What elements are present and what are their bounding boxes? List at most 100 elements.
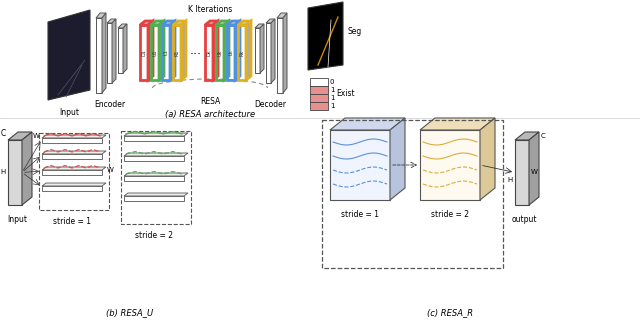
Polygon shape xyxy=(224,21,229,80)
Text: (b) RESA_U: (b) RESA_U xyxy=(106,308,154,317)
Polygon shape xyxy=(283,13,287,93)
Polygon shape xyxy=(96,13,106,18)
Text: Encoder: Encoder xyxy=(95,100,125,109)
Polygon shape xyxy=(124,156,184,161)
Polygon shape xyxy=(266,19,275,23)
Bar xyxy=(121,131,191,224)
Polygon shape xyxy=(310,78,328,86)
Polygon shape xyxy=(420,118,495,130)
Text: ...: ... xyxy=(190,43,202,56)
Polygon shape xyxy=(107,23,112,83)
Polygon shape xyxy=(124,133,188,136)
Text: Uk: Uk xyxy=(218,49,223,56)
Polygon shape xyxy=(151,21,164,25)
Polygon shape xyxy=(227,21,240,25)
Text: C: C xyxy=(541,133,546,139)
Polygon shape xyxy=(310,102,328,110)
Polygon shape xyxy=(42,135,106,138)
Polygon shape xyxy=(102,13,106,93)
Polygon shape xyxy=(216,21,229,25)
Polygon shape xyxy=(213,21,218,80)
Polygon shape xyxy=(170,21,175,80)
Polygon shape xyxy=(162,25,170,80)
Polygon shape xyxy=(227,25,235,80)
Text: U1: U1 xyxy=(152,49,157,56)
Text: Dk: Dk xyxy=(207,49,211,56)
Text: stride = 2: stride = 2 xyxy=(431,210,469,219)
Text: Lk: Lk xyxy=(228,50,234,55)
Text: Seg: Seg xyxy=(348,28,362,37)
Text: C: C xyxy=(1,129,6,138)
Polygon shape xyxy=(205,25,213,80)
Text: D1: D1 xyxy=(141,49,147,56)
Text: W: W xyxy=(33,133,40,139)
Polygon shape xyxy=(310,86,328,94)
Text: Input: Input xyxy=(59,108,79,117)
Polygon shape xyxy=(255,24,264,28)
Polygon shape xyxy=(159,21,164,80)
Polygon shape xyxy=(96,18,102,93)
Polygon shape xyxy=(107,19,116,23)
Polygon shape xyxy=(112,19,116,83)
Polygon shape xyxy=(255,28,260,73)
Polygon shape xyxy=(310,94,328,102)
Polygon shape xyxy=(205,21,218,25)
Polygon shape xyxy=(42,138,102,143)
Polygon shape xyxy=(118,28,123,73)
Text: W: W xyxy=(531,169,538,176)
Bar xyxy=(322,120,503,268)
Text: stride = 1: stride = 1 xyxy=(53,217,91,226)
Polygon shape xyxy=(148,21,153,80)
Text: 1: 1 xyxy=(330,95,335,101)
Polygon shape xyxy=(181,21,186,80)
Polygon shape xyxy=(330,118,405,130)
Polygon shape xyxy=(515,140,529,205)
Text: H: H xyxy=(508,178,513,183)
Text: 1: 1 xyxy=(330,103,335,109)
Polygon shape xyxy=(42,151,106,154)
Text: Exist: Exist xyxy=(336,89,355,98)
Polygon shape xyxy=(42,183,106,186)
Polygon shape xyxy=(124,176,184,181)
Polygon shape xyxy=(173,25,181,80)
Polygon shape xyxy=(238,21,251,25)
Polygon shape xyxy=(216,25,224,80)
Polygon shape xyxy=(246,21,251,80)
Polygon shape xyxy=(8,140,22,205)
Text: stride = 2: stride = 2 xyxy=(135,231,173,240)
Text: K Iterations: K Iterations xyxy=(188,6,232,15)
Polygon shape xyxy=(390,118,405,200)
Polygon shape xyxy=(123,24,127,73)
Bar xyxy=(39,133,109,210)
Polygon shape xyxy=(480,118,495,200)
Polygon shape xyxy=(22,132,32,205)
Polygon shape xyxy=(173,21,186,25)
Text: (c) RESA_R: (c) RESA_R xyxy=(427,308,473,317)
Polygon shape xyxy=(330,130,390,200)
Polygon shape xyxy=(42,167,106,170)
Polygon shape xyxy=(124,153,188,156)
Polygon shape xyxy=(235,21,240,80)
Text: L1: L1 xyxy=(163,50,168,55)
Text: W: W xyxy=(107,167,114,173)
Text: Rk: Rk xyxy=(239,49,244,56)
Text: H: H xyxy=(1,169,6,176)
Polygon shape xyxy=(151,25,159,80)
Polygon shape xyxy=(48,10,90,100)
Polygon shape xyxy=(118,24,127,28)
Text: Input: Input xyxy=(7,215,27,224)
Text: Decoder: Decoder xyxy=(254,100,286,109)
Polygon shape xyxy=(515,132,539,140)
Polygon shape xyxy=(308,2,343,70)
Text: 0: 0 xyxy=(330,79,335,85)
Polygon shape xyxy=(277,13,287,18)
Polygon shape xyxy=(277,18,283,93)
Polygon shape xyxy=(260,24,264,73)
Polygon shape xyxy=(420,130,480,200)
Polygon shape xyxy=(162,21,175,25)
Text: stride = 1: stride = 1 xyxy=(341,210,379,219)
Polygon shape xyxy=(271,19,275,83)
Polygon shape xyxy=(124,193,188,196)
Polygon shape xyxy=(529,132,539,205)
Polygon shape xyxy=(42,170,102,175)
